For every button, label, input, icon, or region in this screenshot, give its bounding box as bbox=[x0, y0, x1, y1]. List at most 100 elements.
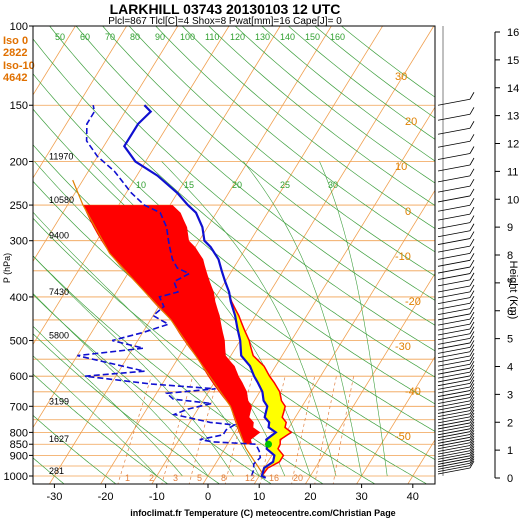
p-tick-label: 250 bbox=[10, 200, 28, 212]
parcel-path bbox=[72, 179, 265, 477]
plot-frame bbox=[32, 25, 436, 485]
dry-adiabat bbox=[128, 26, 435, 277]
adiabat-label: -40 bbox=[405, 386, 421, 398]
top-label: 130 bbox=[255, 32, 270, 42]
dry-adiabat bbox=[33, 414, 117, 484]
wind-barb-flag bbox=[469, 311, 475, 320]
dry-adiabat bbox=[33, 38, 435, 378]
wind-barb bbox=[437, 367, 471, 375]
isotherm-line bbox=[33, 26, 179, 262]
wind-barb bbox=[437, 403, 471, 411]
wind-barb bbox=[437, 213, 471, 221]
wind-barb bbox=[437, 230, 471, 238]
wind-barb-flag bbox=[469, 451, 475, 459]
top-label: 120 bbox=[230, 32, 245, 42]
wind-barb-flag bbox=[469, 92, 475, 100]
wind-barb bbox=[437, 355, 471, 363]
geopotential-label: 3199 bbox=[49, 396, 69, 406]
geopotential-label: 11970 bbox=[49, 151, 73, 161]
mixing-ratio-line bbox=[224, 376, 253, 484]
wind-barb bbox=[437, 393, 471, 401]
wind-barb-flag bbox=[469, 340, 475, 348]
isotherm-line bbox=[253, 189, 435, 484]
dry-adiabat bbox=[75, 26, 435, 326]
wind-barb bbox=[437, 266, 471, 274]
wind-barb bbox=[437, 252, 471, 260]
top-label: 160 bbox=[330, 32, 345, 42]
wind-barb bbox=[437, 386, 471, 394]
iso10-label: Iso-10 bbox=[3, 60, 35, 72]
wind-barb bbox=[437, 185, 471, 193]
wind-barb bbox=[437, 175, 471, 183]
mixing-ratio-line bbox=[117, 376, 152, 484]
green-label: 10 bbox=[136, 180, 146, 190]
wind-barb-flag bbox=[469, 409, 475, 418]
mixing-ratio-label: 12 bbox=[245, 473, 255, 483]
wind-barb-flag bbox=[469, 246, 475, 254]
dry-adiabat bbox=[33, 217, 376, 484]
p-tick-label: 1000 bbox=[4, 471, 28, 483]
isotherm-line bbox=[356, 355, 435, 484]
wind-barb-flag bbox=[469, 368, 475, 377]
wind-barb-flag bbox=[469, 107, 475, 115]
wind-barb bbox=[437, 460, 471, 468]
wind-barb-flag bbox=[469, 121, 475, 129]
wind-barb-flag bbox=[469, 206, 475, 215]
wind-barb-flag bbox=[469, 403, 475, 411]
wind-barb bbox=[437, 450, 471, 458]
mixing-ratio-label: 3 bbox=[173, 473, 178, 483]
adiabat-label: -10 bbox=[395, 251, 411, 263]
mixing-ratio-label: 1 bbox=[125, 473, 130, 483]
wind-barb bbox=[437, 467, 471, 475]
top-label: 110 bbox=[205, 32, 219, 42]
x-tick-label: -10 bbox=[149, 491, 165, 503]
moist-adiabat bbox=[33, 293, 209, 477]
wind-barb-flag bbox=[469, 223, 475, 231]
dry-adiabat bbox=[314, 26, 435, 119]
adiabat-label: 30 bbox=[395, 71, 407, 83]
wind-barb bbox=[437, 328, 471, 336]
dry-adiabat bbox=[155, 26, 435, 253]
wind-barb-flag bbox=[469, 157, 475, 166]
wind-barb-flag bbox=[469, 272, 475, 281]
wind-barb-flag bbox=[469, 453, 475, 461]
isotherm-line bbox=[100, 26, 383, 484]
wind-barb-flag bbox=[469, 379, 475, 388]
top-label: 70 bbox=[105, 32, 115, 42]
wind-barb-flag bbox=[469, 134, 475, 142]
dry-adiabat bbox=[341, 26, 435, 98]
wind-barb bbox=[437, 140, 471, 148]
height-tick-label: 9 bbox=[507, 222, 513, 234]
dry-adiabat bbox=[49, 26, 435, 352]
y-axis-label: P (hPa) bbox=[2, 253, 12, 283]
wind-barb-flag bbox=[469, 435, 475, 443]
height-tick-label: 11 bbox=[507, 166, 518, 178]
height-tick-label: 12 bbox=[507, 139, 519, 151]
wind-barb bbox=[437, 127, 471, 135]
right-axis-label: Height (Km) bbox=[507, 261, 519, 320]
wind-barb-flag bbox=[469, 386, 475, 395]
wind-barb bbox=[437, 222, 471, 230]
wind-barb bbox=[437, 428, 471, 436]
dry-adiabat bbox=[33, 373, 169, 484]
wind-barb bbox=[437, 379, 471, 387]
wind-barb bbox=[437, 413, 471, 421]
p-tick-label: 900 bbox=[10, 450, 28, 462]
height-tick-label: 2 bbox=[507, 417, 513, 429]
iso-labels: Iso 0 2822 Iso-10 4642 bbox=[3, 35, 35, 84]
dry-adiabat bbox=[102, 26, 435, 301]
wind-barb-flag bbox=[469, 321, 475, 330]
wind-barb-flag bbox=[469, 412, 475, 421]
wind-barb bbox=[437, 313, 471, 321]
wind-barb bbox=[437, 397, 471, 404]
height-tick-label: 0 bbox=[507, 473, 513, 485]
axes: -30 -20 -10 0 10 20 30 401001502002503004005006… bbox=[4, 21, 520, 503]
wind-barb-flag bbox=[469, 440, 475, 449]
wind-barb-flag bbox=[469, 357, 475, 365]
mixing-ratio-label: 16 bbox=[269, 473, 279, 483]
wind-barb bbox=[437, 371, 471, 379]
wind-barb-flag bbox=[469, 146, 475, 154]
wind-barb-flag bbox=[469, 432, 475, 441]
wind-barb-flag bbox=[469, 301, 475, 309]
wind-barb bbox=[437, 375, 471, 383]
